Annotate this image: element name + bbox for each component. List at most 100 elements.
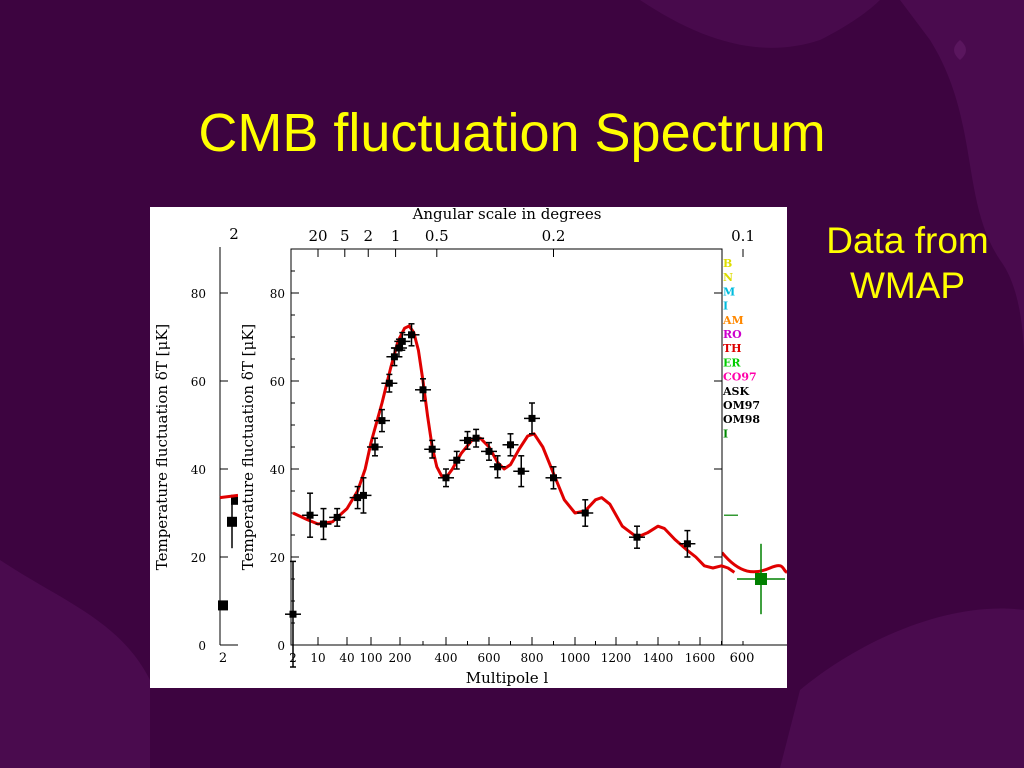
data-point bbox=[329, 507, 346, 527]
data-marker bbox=[354, 494, 362, 502]
y-tick-label: 20 bbox=[270, 551, 285, 565]
data-marker bbox=[464, 436, 471, 444]
back-panel-left-marker bbox=[218, 600, 228, 611]
back-panel-right-x-tick: 600 bbox=[730, 651, 755, 666]
data-marker bbox=[550, 474, 557, 482]
data-point bbox=[524, 402, 540, 435]
data-point bbox=[481, 441, 497, 461]
data-marker bbox=[683, 540, 691, 548]
data-point bbox=[381, 373, 398, 393]
data-point bbox=[302, 492, 319, 538]
legend-entry: B bbox=[723, 257, 732, 270]
data-point bbox=[448, 450, 465, 470]
data-marker bbox=[528, 414, 536, 422]
data-point bbox=[373, 408, 390, 433]
data-point bbox=[489, 455, 506, 479]
data-marker bbox=[359, 491, 367, 499]
top-tick-label: 0.1 bbox=[731, 227, 755, 245]
x-tick-label: 1000 bbox=[560, 651, 591, 665]
legend-entry: I bbox=[723, 427, 728, 440]
slide-title-text: CMB fluctuation Spectrum bbox=[198, 103, 826, 163]
data-point bbox=[513, 455, 530, 488]
back-panel-left-points bbox=[218, 493, 241, 611]
data-point bbox=[545, 466, 562, 490]
side-note-line-2: WMAP bbox=[849, 265, 966, 306]
data-point bbox=[315, 507, 332, 541]
x-tick-label: 800 bbox=[521, 651, 544, 665]
back-panel-left-y-tick-label: 0 bbox=[198, 639, 206, 653]
legend-entry: M bbox=[723, 285, 735, 298]
back-panel-left-ticks: 0 20 40 60 80 bbox=[191, 287, 228, 653]
data-point bbox=[438, 468, 454, 488]
data-point bbox=[577, 499, 594, 527]
x-tick-label: 200 bbox=[389, 651, 412, 665]
back-panel-left-top-tick: 2 bbox=[229, 225, 239, 243]
data-point bbox=[459, 430, 476, 450]
back-panel-right-items bbox=[720, 514, 787, 615]
main-plot-backdrop bbox=[238, 217, 722, 688]
back-panel-left-curve bbox=[219, 493, 239, 500]
legend-entry: OM98 bbox=[723, 413, 760, 426]
data-point bbox=[629, 525, 645, 549]
legend-entry: ER bbox=[723, 356, 741, 369]
y-tick-label: 80 bbox=[270, 287, 285, 301]
back-panel-left-marker bbox=[231, 494, 241, 505]
back-panel-left-marker bbox=[227, 516, 237, 527]
top-tick-label: 0.2 bbox=[542, 227, 566, 245]
data-point bbox=[366, 437, 383, 457]
x-tick-label: 1200 bbox=[601, 651, 632, 665]
legend-entry: OM97 bbox=[723, 399, 760, 412]
data-marker bbox=[385, 379, 393, 387]
x-tick-label: 400 bbox=[435, 651, 458, 665]
top-tick-label: 20 bbox=[308, 227, 327, 245]
back-panel-left-x-tick: 2 bbox=[219, 651, 227, 666]
data-marker bbox=[306, 511, 314, 519]
data-marker bbox=[378, 417, 386, 425]
legend-entry: ASK bbox=[722, 385, 749, 398]
data-marker bbox=[485, 447, 493, 455]
y-axis-ticks: 0 20 40 60 80 bbox=[270, 248, 722, 653]
data-marker bbox=[398, 337, 406, 345]
data-point bbox=[424, 439, 441, 459]
data-point bbox=[679, 529, 696, 558]
data-point bbox=[355, 477, 372, 514]
data-marker bbox=[453, 456, 461, 464]
data-marker bbox=[442, 474, 450, 482]
legend-entry: RO bbox=[723, 328, 742, 341]
x-axis-label: Multipole l bbox=[466, 669, 549, 687]
data-marker bbox=[408, 331, 415, 339]
side-note-line-1: Data from bbox=[826, 220, 989, 261]
data-point bbox=[349, 485, 366, 510]
legend-entry: AM bbox=[722, 314, 744, 327]
data-point bbox=[394, 331, 411, 351]
x-tick-label: 100 bbox=[360, 651, 383, 665]
data-marker bbox=[390, 353, 398, 361]
legend-entry: N bbox=[723, 271, 733, 284]
back-panel-right-green-marker bbox=[755, 573, 767, 585]
x-tick-label: 40 bbox=[339, 651, 354, 665]
side-note: Data from WMAP bbox=[795, 218, 1020, 308]
data-point bbox=[285, 560, 301, 668]
y-tick-label: 40 bbox=[270, 463, 285, 477]
top-tick-label: 5 bbox=[340, 227, 350, 245]
data-marker bbox=[517, 467, 525, 475]
back-panel-right-curve bbox=[720, 551, 787, 574]
x-tick-label: 1400 bbox=[643, 651, 674, 665]
back-panel-left-ylabel: Temperature fluctuation δT [μK] bbox=[153, 324, 171, 570]
legend-entry: I bbox=[723, 300, 728, 313]
data-marker bbox=[395, 344, 403, 352]
data-marker bbox=[319, 520, 327, 528]
data-marker bbox=[472, 434, 480, 442]
data-marker bbox=[371, 443, 379, 451]
top-tick-label: 1 bbox=[391, 227, 401, 245]
y-tick-label: 60 bbox=[270, 375, 285, 389]
x-tick-label: 10 bbox=[310, 651, 325, 665]
back-panel-left-y-tick-label: 40 bbox=[191, 463, 206, 477]
x-axis-ticks: 210401002004006008001000120014001600 bbox=[289, 637, 744, 665]
x-tick-label: 600 bbox=[478, 651, 501, 665]
data-marker bbox=[494, 463, 502, 471]
data-point bbox=[502, 433, 519, 457]
top-axis-label: Angular scale in degrees bbox=[412, 207, 602, 223]
